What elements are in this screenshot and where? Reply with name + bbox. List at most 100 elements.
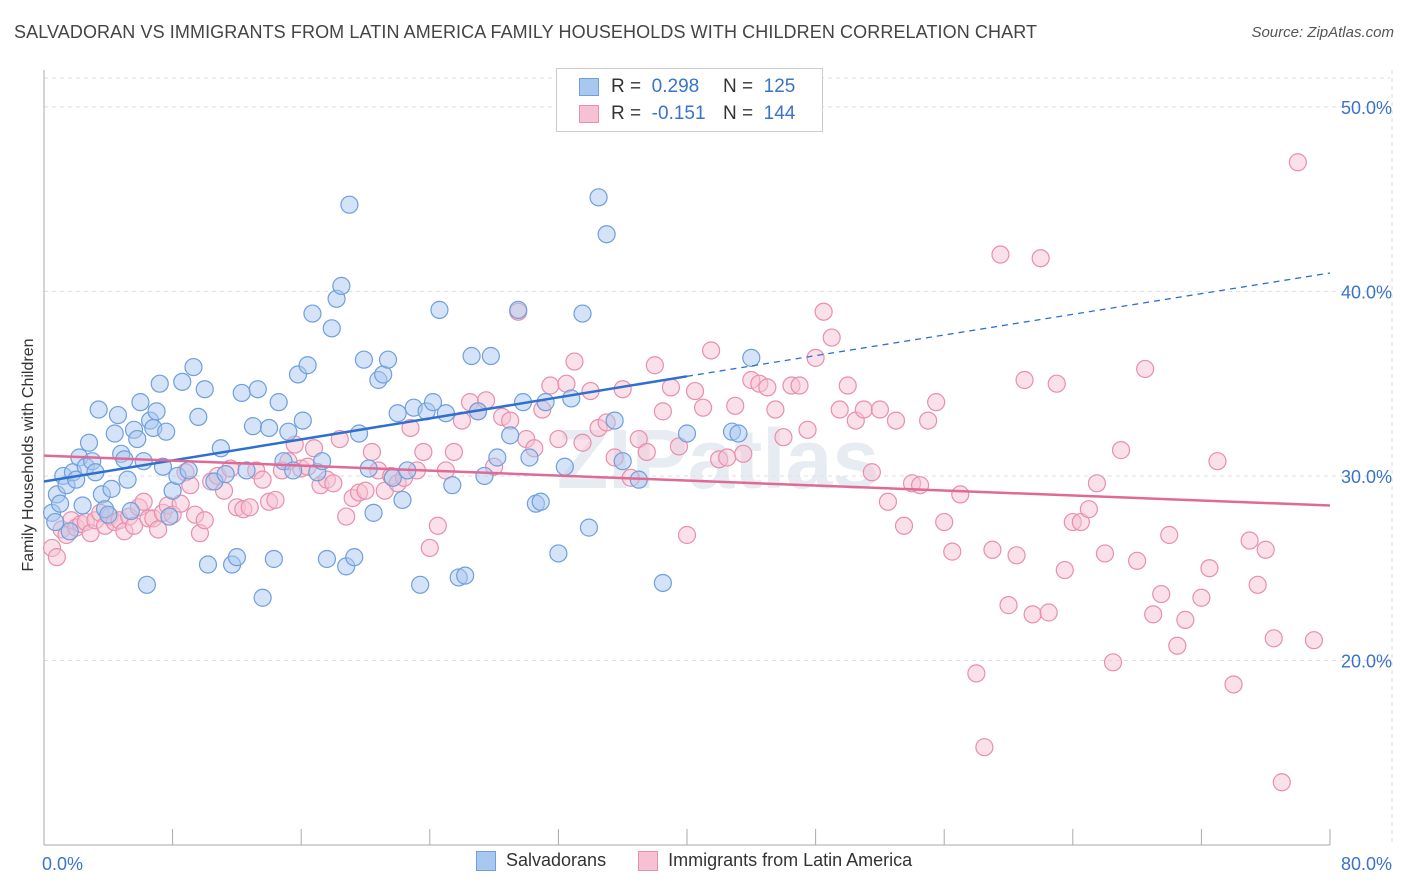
salvadoran-point	[189, 407, 208, 427]
salvadoran-point	[555, 457, 574, 476]
salvadoran-point	[349, 424, 369, 443]
immigrant-point	[1031, 249, 1050, 268]
immigrant-point	[171, 494, 190, 513]
immigrant-point	[304, 439, 324, 458]
immigrant-point	[734, 444, 753, 463]
immigrant-point	[149, 520, 168, 539]
immigrant-point	[975, 738, 994, 757]
salvadoran-point	[332, 276, 351, 295]
bottom-legend: Salvadorans Immigrants from Latin Americ…	[476, 850, 944, 871]
salvadoran-point	[613, 452, 632, 471]
immigrant-point	[1240, 531, 1259, 550]
immigrant-point	[790, 376, 809, 395]
immigrant-point	[401, 418, 420, 438]
salvadoran-point	[481, 346, 500, 366]
salvadoran-point	[456, 566, 475, 585]
immigrant-point	[1007, 546, 1026, 565]
salvadoran-point	[102, 479, 121, 498]
salvadoran-point	[269, 393, 288, 412]
salvadoran-point	[393, 490, 412, 510]
salvadoran-point	[354, 350, 373, 369]
salvadoran-point	[121, 501, 140, 521]
salvadoran-point	[597, 225, 616, 244]
immigrant-point	[702, 341, 721, 360]
immigrants-trend-line	[43, 454, 1331, 507]
salvadoran-point	[73, 496, 92, 515]
salvadoran-point	[248, 380, 267, 399]
salvadoran-point	[195, 380, 214, 399]
immigrant-point	[195, 511, 214, 530]
immigrant-point	[1087, 474, 1107, 493]
series-salvadorans-points	[42, 188, 761, 607]
salvadoran-point	[118, 470, 137, 489]
salvadoran-point	[264, 549, 283, 569]
salvadoran-point	[729, 424, 748, 443]
salvadoran-point	[131, 393, 150, 412]
salvadoran-point	[430, 300, 449, 319]
immigrant-point	[1288, 153, 1307, 172]
bottom-legend-label-salvadorans: Salvadorans	[506, 850, 607, 870]
immigrant-point	[693, 398, 713, 417]
immigrant-point	[629, 429, 648, 449]
salvadoran-point	[232, 383, 251, 403]
immigrant-point	[1055, 560, 1074, 580]
immigrant-point	[1111, 441, 1131, 460]
salvadoran-point	[531, 492, 550, 511]
immigrant-point	[549, 429, 568, 449]
salvadoran-point	[173, 372, 192, 391]
bottom-legend-swatch-pink	[638, 850, 659, 871]
immigrant-point	[134, 492, 153, 511]
legend-r-label: R =	[611, 76, 642, 97]
bottom-legend-label-immigrants: Immigrants from Latin America	[668, 850, 913, 870]
source-label: Source: ZipAtlas.com	[1251, 24, 1394, 41]
legend-r-value: -0.151	[651, 103, 706, 124]
bottom-legend-swatch-blue	[476, 850, 496, 871]
salvadoran-point	[536, 393, 555, 412]
salvadoran-point	[198, 555, 218, 574]
immigrant-point	[862, 463, 881, 482]
immigrant-point	[822, 328, 841, 347]
immigrant-point	[677, 525, 697, 545]
salvadoran-point	[298, 356, 317, 375]
immigrant-point	[1272, 773, 1291, 792]
immigrant-point	[613, 380, 632, 399]
immigrant-point	[1071, 512, 1090, 532]
immigrant-point	[927, 393, 946, 412]
immigrant-point	[414, 442, 433, 462]
salvadoran-point	[128, 429, 147, 449]
legend-row-salvadorans: R = 0.298 N = 125	[579, 75, 795, 99]
salvadoran-point	[150, 374, 169, 393]
immigrant-point	[645, 356, 664, 375]
immigrant-point	[1103, 653, 1123, 672]
immigrant-point	[1152, 584, 1171, 604]
salvadoran-point	[259, 418, 279, 438]
immigrant-point	[726, 396, 745, 415]
salvadoran-point	[303, 304, 322, 323]
legend-item-salvadorans: Salvadorans	[476, 850, 606, 871]
salvadoran-point	[742, 348, 761, 367]
salvadoran-point	[147, 402, 166, 421]
legend-n-label: N =	[722, 76, 754, 97]
salvadoran-point	[677, 424, 697, 443]
salvadoran-point	[562, 389, 581, 408]
salvadorans-trend-line	[43, 375, 688, 483]
salvadoran-point	[388, 404, 407, 423]
immigrant-point	[758, 378, 777, 397]
salvadoran-point	[46, 512, 65, 532]
salvadoran-point	[317, 549, 337, 569]
axes	[43, 70, 1331, 846]
immigrant-point	[47, 548, 66, 567]
salvadoran-point	[253, 588, 272, 607]
salvadoran-point	[279, 422, 298, 441]
salvadoran-point	[108, 405, 128, 425]
y-tick-label: 50.0%	[1341, 98, 1392, 118]
immigrant-point	[1168, 636, 1187, 655]
immigrant-point	[324, 474, 343, 493]
immigrant-point	[910, 476, 930, 495]
salvadoran-point	[443, 476, 462, 495]
salvadoran-point	[50, 494, 70, 513]
immigrant-point	[685, 381, 705, 401]
salvadoran-point	[436, 404, 455, 423]
salvadoran-point	[340, 195, 359, 214]
immigrant-point	[838, 376, 857, 395]
